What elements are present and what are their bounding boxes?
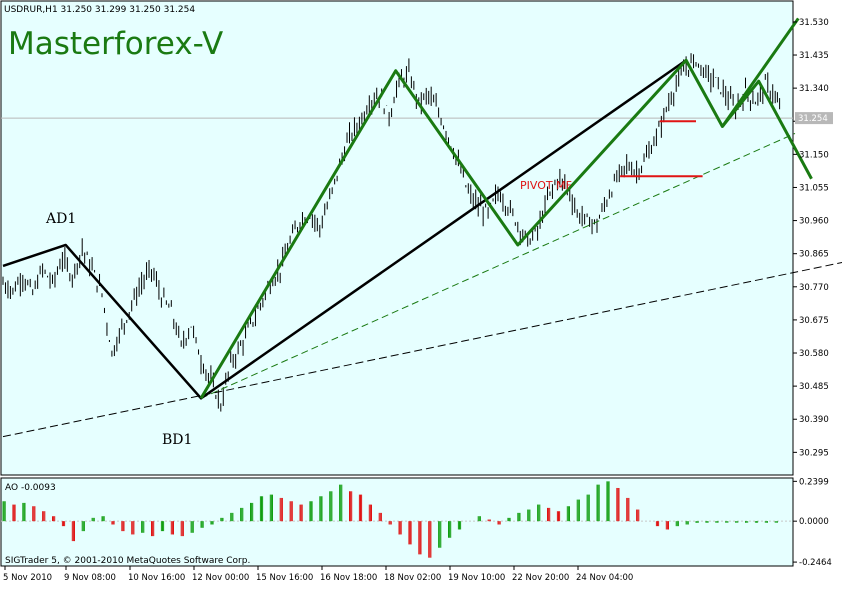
y-tick-label: 30.675 [799, 316, 829, 326]
y-tick-label: 30.960 [799, 217, 829, 227]
trendlines [2, 132, 842, 438]
black-dashed-trendline [2, 261, 842, 438]
x-tick-label: 19 Nov 10:00 [448, 573, 505, 583]
x-tick-label: 24 Nov 04:00 [576, 573, 633, 583]
y-tick-label: 31.530 [799, 18, 829, 28]
x-tick-label: 15 Nov 16:00 [256, 573, 313, 583]
ao-y-tick-label: 0.0000 [799, 517, 829, 527]
y-tick-label: 30.485 [799, 382, 829, 392]
ao-panel[interactable] [0, 477, 794, 567]
ao-y-tick-label: -0.2464 [799, 558, 832, 568]
x-tick-label: 22 Nov 20:00 [512, 573, 569, 583]
price-panel[interactable] [0, 0, 794, 476]
x-tick-label: 9 Nov 08:00 [64, 573, 116, 583]
brand-title: Masterforex-V [8, 26, 223, 62]
y-tick-label: 31.150 [799, 150, 829, 160]
wave-lines [2, 17, 813, 400]
y-tick-label: 30.390 [799, 415, 829, 425]
candlesticks [2, 53, 781, 412]
x-tick-label: 18 Nov 02:00 [384, 573, 441, 583]
x-tick-label: 12 Nov 00:00 [192, 573, 249, 583]
label-pivot-mf: PIVOT MF [520, 179, 572, 192]
y-tick-label: 30.865 [799, 250, 829, 260]
chart-header-info: USDRUR,H1 31.250 31.299 31.250 31.254 [4, 5, 195, 15]
green-dashed-trendline [200, 132, 796, 399]
copyright-label: SIGTrader 5, © 2001-2010 MetaQuotes Soft… [5, 556, 250, 566]
pivot-levels [620, 120, 703, 178]
y-tick-label: 31.435 [799, 51, 829, 61]
current-price-label: 31.254 [798, 114, 828, 124]
x-tick-label: 10 Nov 16:00 [128, 573, 185, 583]
label-bd1: BD1 [162, 432, 192, 448]
black-wave-line [2, 59, 687, 400]
ao-y-tick-label: 0.2399 [799, 477, 829, 487]
x-tick-label: 16 Nov 18:00 [320, 573, 377, 583]
current-price-tag [795, 112, 833, 125]
axes: 31.53031.43531.34031.24531.15031.05530.9… [3, 18, 833, 583]
y-tick-label: 30.770 [799, 283, 829, 293]
green-wave-extension [721, 17, 800, 128]
y-tick-label: 31.055 [799, 183, 829, 193]
ao-label: AO -0.0093 [5, 483, 56, 493]
ao-histogram [1, 481, 793, 558]
y-tick-label: 30.295 [799, 448, 829, 458]
label-ad1: AD1 [45, 211, 76, 227]
y-tick-label: 30.580 [799, 349, 829, 359]
y-tick-label: 31.340 [799, 84, 829, 94]
x-tick-label: 5 Nov 2010 [3, 573, 52, 583]
green-wave-line [199, 58, 813, 400]
